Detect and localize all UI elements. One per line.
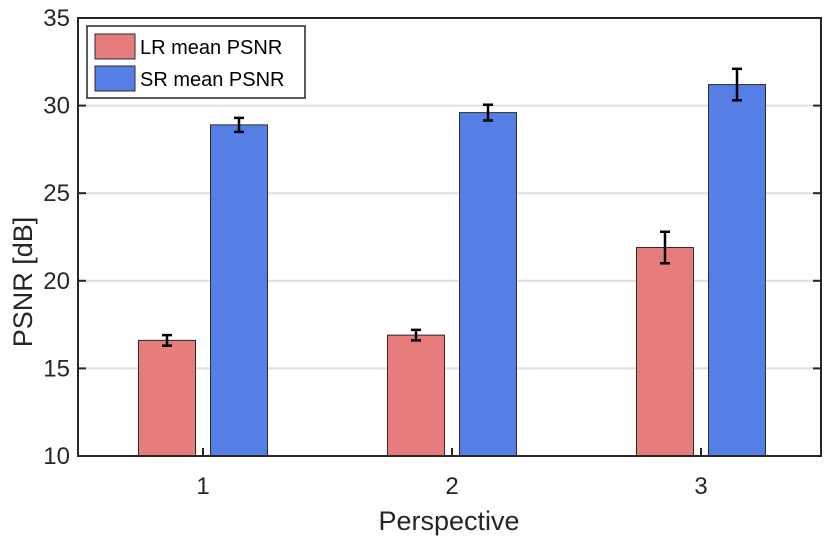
y-tick-label-35: 35 bbox=[43, 5, 70, 32]
x-axis-title: Perspective bbox=[378, 506, 519, 536]
legend-swatch-0 bbox=[94, 33, 136, 60]
y-tick-label-15: 15 bbox=[43, 355, 70, 382]
bars-layer bbox=[138, 84, 766, 457]
y-tick-label-25: 25 bbox=[43, 180, 70, 207]
bar-lr-mean-psnr-1 bbox=[138, 339, 196, 457]
plot-frame bbox=[77, 17, 822, 457]
error-bars-layer bbox=[162, 67, 742, 347]
bar-sr-mean-psnr-1 bbox=[210, 124, 268, 457]
x-tick-label-2: 2 bbox=[445, 473, 458, 500]
legend-label-0: LR mean PSNR bbox=[140, 37, 282, 59]
x-tick-label-1: 1 bbox=[196, 473, 209, 500]
bar-sr-mean-psnr-3 bbox=[708, 84, 766, 457]
axes-layer bbox=[77, 17, 822, 457]
y-tick-label-10: 10 bbox=[43, 443, 70, 470]
labels-layer: Perspective PSNR [dB] 10 15 20 25 30 35 1 2 3 bbox=[8, 5, 708, 536]
y-tick-label-30: 30 bbox=[43, 93, 70, 120]
x-tick-label-3: 3 bbox=[694, 473, 707, 500]
legend: LR mean PSNR SR mean PSNR bbox=[86, 25, 306, 99]
legend-swatch-1 bbox=[94, 65, 136, 92]
bar-sr-mean-psnr-2 bbox=[459, 112, 517, 457]
bar-lr-mean-psnr-2 bbox=[387, 334, 445, 457]
y-tick-label-20: 20 bbox=[43, 268, 70, 295]
legend-label-1: SR mean PSNR bbox=[140, 69, 285, 91]
bar-lr-mean-psnr-3 bbox=[636, 247, 694, 457]
grid-layer bbox=[78, 104, 821, 370]
y-axis-title: PSNR [dB] bbox=[8, 217, 38, 348]
